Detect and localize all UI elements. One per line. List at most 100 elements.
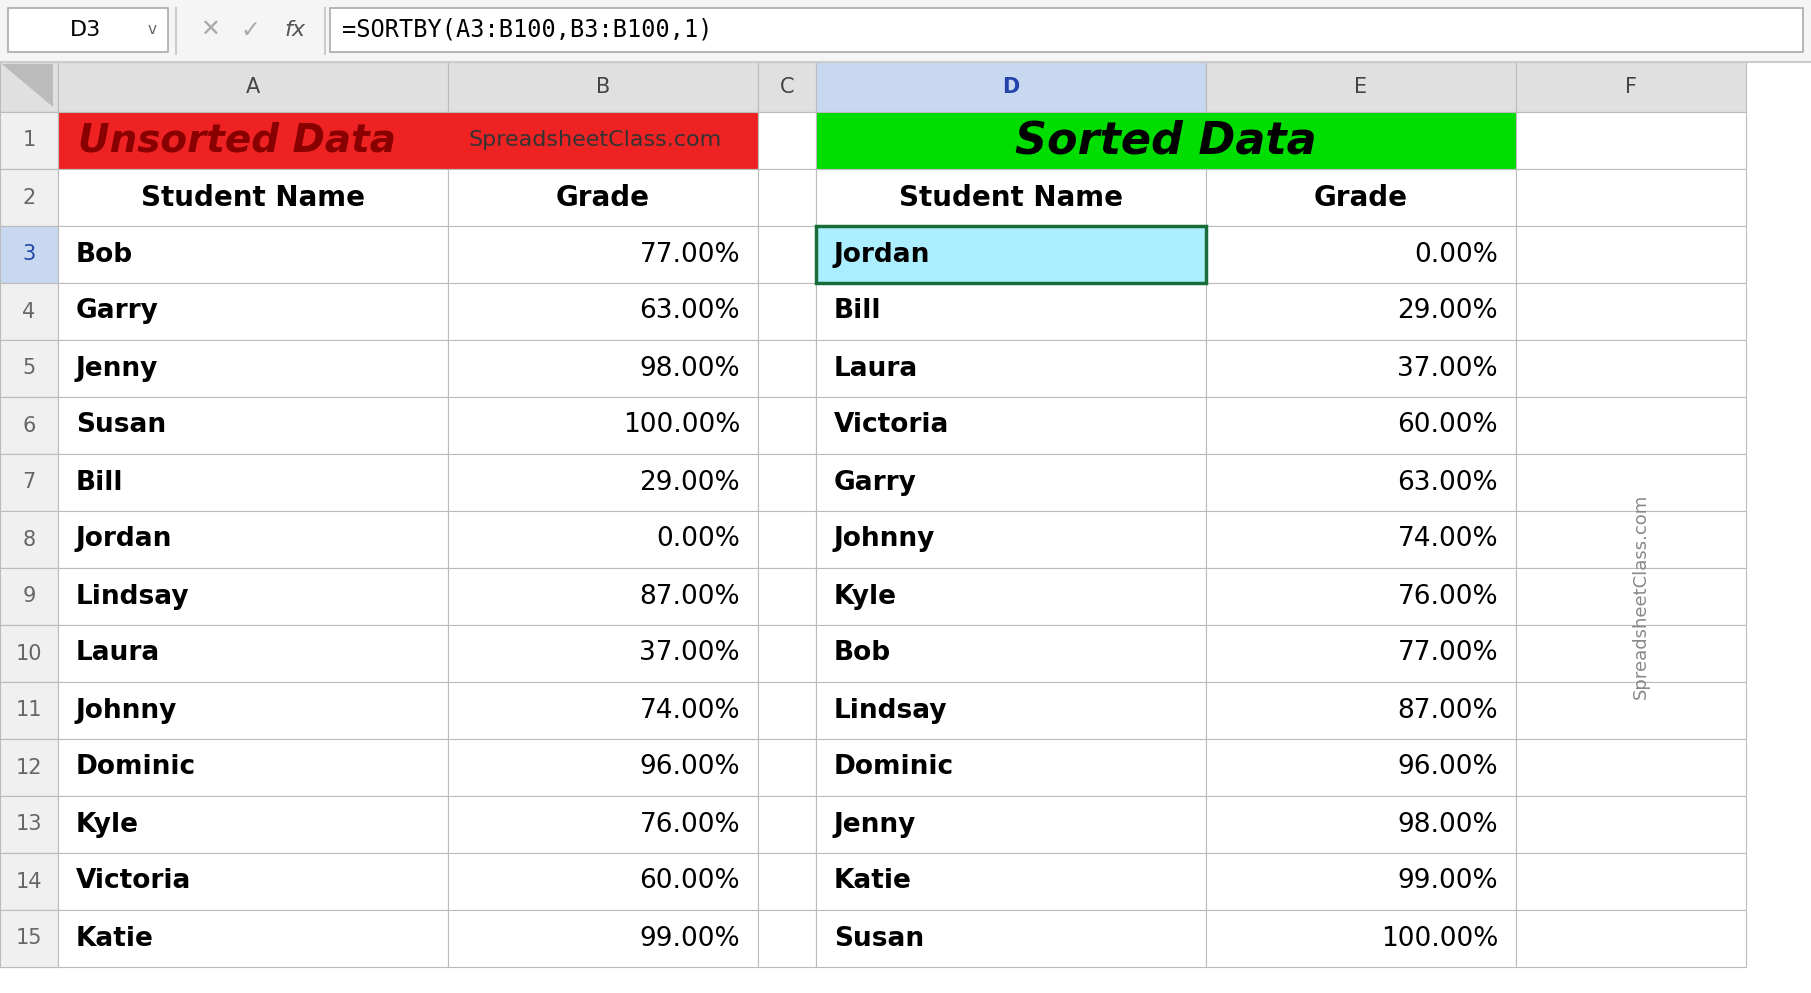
Text: 29.00%: 29.00% <box>639 470 741 496</box>
Bar <box>1206 511 1516 568</box>
Text: 98.00%: 98.00% <box>1398 811 1498 837</box>
Text: Katie: Katie <box>835 869 913 895</box>
Text: Bill: Bill <box>76 470 123 496</box>
Bar <box>7 8 168 52</box>
Text: 14: 14 <box>16 872 42 892</box>
Bar <box>1516 62 1746 112</box>
Text: 37.00%: 37.00% <box>1398 355 1498 381</box>
Text: 76.00%: 76.00% <box>1398 584 1498 610</box>
Bar <box>447 796 759 853</box>
Bar <box>0 112 58 169</box>
Bar <box>58 796 447 853</box>
Text: 8: 8 <box>22 529 36 549</box>
Bar <box>0 568 58 625</box>
Bar <box>0 511 58 568</box>
Bar <box>58 283 447 340</box>
Bar <box>1516 112 1746 169</box>
Text: Student Name: Student Name <box>898 184 1123 212</box>
Text: 74.00%: 74.00% <box>639 697 741 724</box>
Bar <box>58 853 447 910</box>
Bar <box>759 454 817 511</box>
Bar <box>447 169 759 226</box>
Bar <box>817 112 1516 169</box>
Text: 63.00%: 63.00% <box>1398 470 1498 496</box>
Bar <box>817 796 1206 853</box>
Bar <box>0 682 58 739</box>
Bar <box>817 910 1206 967</box>
Text: 37.00%: 37.00% <box>639 640 741 666</box>
Text: ✕: ✕ <box>201 18 219 42</box>
Text: Bob: Bob <box>76 241 134 267</box>
Bar <box>1516 169 1746 226</box>
Bar <box>58 625 447 682</box>
Text: Lindsay: Lindsay <box>835 697 947 724</box>
Bar <box>58 511 447 568</box>
Bar <box>1516 226 1746 283</box>
Text: 3: 3 <box>22 244 36 264</box>
Text: Susan: Susan <box>835 925 924 951</box>
Bar <box>58 169 447 226</box>
Bar <box>0 625 58 682</box>
Bar <box>1516 454 1746 511</box>
Text: B: B <box>596 77 610 97</box>
Bar <box>0 910 58 967</box>
Bar <box>817 682 1206 739</box>
Bar <box>817 853 1206 910</box>
Bar <box>58 454 447 511</box>
Text: Bob: Bob <box>835 640 891 666</box>
Bar <box>817 739 1206 796</box>
Text: Johnny: Johnny <box>76 697 177 724</box>
Bar <box>1516 796 1746 853</box>
Bar <box>0 112 58 169</box>
Bar <box>759 112 817 169</box>
Bar <box>58 397 447 454</box>
Bar <box>1206 739 1516 796</box>
Text: 15: 15 <box>16 928 42 948</box>
Text: 96.00%: 96.00% <box>1398 755 1498 780</box>
Text: 60.00%: 60.00% <box>639 869 741 895</box>
Text: Laura: Laura <box>76 640 159 666</box>
Text: E: E <box>1355 77 1367 97</box>
Bar <box>447 454 759 511</box>
Bar <box>759 397 817 454</box>
Bar <box>0 796 58 853</box>
Bar <box>0 340 58 397</box>
Text: 9: 9 <box>22 587 36 607</box>
Bar <box>58 910 447 967</box>
Bar <box>759 625 817 682</box>
Text: 29.00%: 29.00% <box>1398 299 1498 325</box>
Bar <box>0 397 58 454</box>
Text: 13: 13 <box>16 814 42 834</box>
Text: =SORTBY(A3:B100,B3:B100,1): =SORTBY(A3:B100,B3:B100,1) <box>342 18 712 42</box>
Bar <box>759 226 817 283</box>
Bar <box>58 568 447 625</box>
Text: ✓: ✓ <box>241 18 259 42</box>
Bar <box>0 226 58 283</box>
Text: Bill: Bill <box>835 299 882 325</box>
Bar <box>1206 169 1516 226</box>
Text: F: F <box>1624 77 1637 97</box>
Bar <box>1206 796 1516 853</box>
Text: Jenny: Jenny <box>76 355 158 381</box>
Bar <box>759 169 817 226</box>
Text: A: A <box>246 77 261 97</box>
Bar <box>0 853 58 910</box>
Bar <box>447 625 759 682</box>
Bar <box>759 853 817 910</box>
Bar <box>1206 283 1516 340</box>
Bar <box>0 454 58 511</box>
Text: 7: 7 <box>22 473 36 493</box>
Bar <box>817 625 1206 682</box>
Text: Jordan: Jordan <box>835 241 931 267</box>
Bar <box>1516 340 1746 397</box>
Text: Student Name: Student Name <box>141 184 366 212</box>
Bar <box>817 568 1206 625</box>
Text: 0.00%: 0.00% <box>1414 241 1498 267</box>
Bar <box>447 853 759 910</box>
Bar <box>759 910 817 967</box>
Text: 4: 4 <box>22 302 36 322</box>
Bar <box>447 62 759 112</box>
Bar <box>1516 283 1746 340</box>
Bar <box>0 568 58 625</box>
Bar <box>0 169 58 226</box>
